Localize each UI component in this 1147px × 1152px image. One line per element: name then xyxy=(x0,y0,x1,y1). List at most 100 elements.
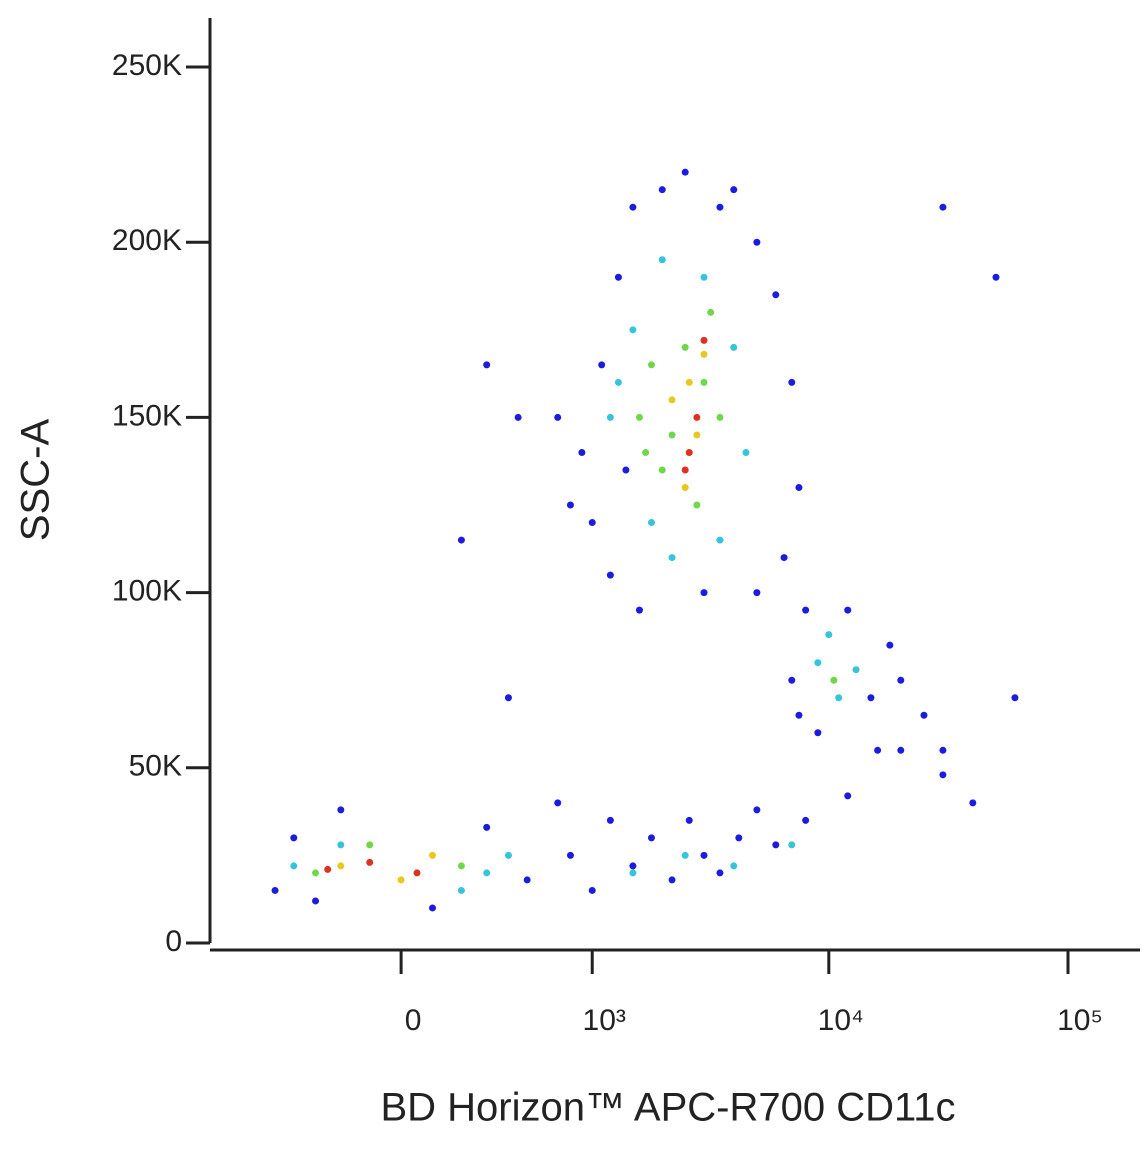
point xyxy=(992,273,1000,281)
point xyxy=(700,378,708,386)
point xyxy=(635,413,643,421)
point xyxy=(693,501,701,509)
point xyxy=(753,589,761,597)
point xyxy=(413,869,421,877)
point xyxy=(700,350,708,358)
y-axis-title: SSC-A xyxy=(14,419,58,542)
point xyxy=(874,746,882,754)
point xyxy=(614,273,622,281)
point xyxy=(897,676,905,684)
point xyxy=(867,694,875,702)
point xyxy=(939,771,947,779)
point xyxy=(852,666,860,674)
point xyxy=(1011,694,1019,702)
point xyxy=(685,378,693,386)
point xyxy=(795,711,803,719)
point xyxy=(969,799,977,807)
point xyxy=(668,554,676,562)
point xyxy=(939,746,947,754)
point xyxy=(366,858,374,866)
point xyxy=(835,694,843,702)
point xyxy=(428,904,436,912)
point xyxy=(312,869,320,877)
y-tick-label: 0 xyxy=(165,925,182,958)
point xyxy=(886,641,894,649)
point xyxy=(795,484,803,492)
point xyxy=(753,238,761,246)
point xyxy=(598,361,606,369)
point xyxy=(658,466,666,474)
point xyxy=(730,186,738,194)
point xyxy=(788,841,796,849)
point xyxy=(578,448,586,456)
point xyxy=(788,378,796,386)
point xyxy=(685,448,693,456)
point xyxy=(814,659,822,667)
point xyxy=(700,851,708,859)
point xyxy=(271,886,279,894)
point xyxy=(514,413,522,421)
point xyxy=(700,336,708,344)
point xyxy=(700,273,708,281)
point xyxy=(730,862,738,870)
point xyxy=(397,876,405,884)
point xyxy=(844,792,852,800)
point xyxy=(366,841,374,849)
point xyxy=(337,862,345,870)
x-tick-label: 0 xyxy=(405,1004,422,1037)
point xyxy=(668,876,676,884)
point xyxy=(457,536,465,544)
point xyxy=(772,841,780,849)
point xyxy=(290,862,298,870)
point xyxy=(483,823,491,831)
point xyxy=(622,466,630,474)
point xyxy=(642,448,650,456)
x-tick-label: 10⁵ xyxy=(1057,1004,1103,1037)
point xyxy=(802,606,810,614)
point xyxy=(658,186,666,194)
y-tick-label: 150K xyxy=(112,399,182,432)
point xyxy=(504,851,512,859)
point xyxy=(428,851,436,859)
point xyxy=(693,413,701,421)
point xyxy=(457,886,465,894)
point xyxy=(730,343,738,351)
point xyxy=(788,676,796,684)
point xyxy=(830,676,838,684)
point xyxy=(716,536,724,544)
point xyxy=(707,308,715,316)
point xyxy=(700,589,708,597)
point xyxy=(772,291,780,299)
point xyxy=(337,806,345,814)
point xyxy=(629,869,637,877)
point xyxy=(742,448,750,456)
x-tick-label: 10⁴ xyxy=(818,1004,864,1037)
point xyxy=(658,256,666,264)
point xyxy=(668,396,676,404)
point xyxy=(647,361,655,369)
y-tick-label: 100K xyxy=(112,575,182,608)
point xyxy=(681,466,689,474)
point xyxy=(716,203,724,211)
point xyxy=(647,834,655,842)
point xyxy=(337,841,345,849)
point xyxy=(635,606,643,614)
point xyxy=(588,519,596,527)
point xyxy=(939,203,947,211)
point xyxy=(457,862,465,870)
point xyxy=(681,484,689,492)
point xyxy=(681,851,689,859)
point xyxy=(606,571,614,579)
point xyxy=(629,203,637,211)
point xyxy=(825,631,833,639)
point xyxy=(566,851,574,859)
point xyxy=(554,799,562,807)
point xyxy=(897,746,905,754)
point xyxy=(483,869,491,877)
point xyxy=(629,326,637,334)
y-tick-label: 200K xyxy=(112,224,182,257)
point xyxy=(588,886,596,894)
y-tick-label: 50K xyxy=(129,750,182,783)
point xyxy=(629,862,637,870)
point xyxy=(681,343,689,351)
